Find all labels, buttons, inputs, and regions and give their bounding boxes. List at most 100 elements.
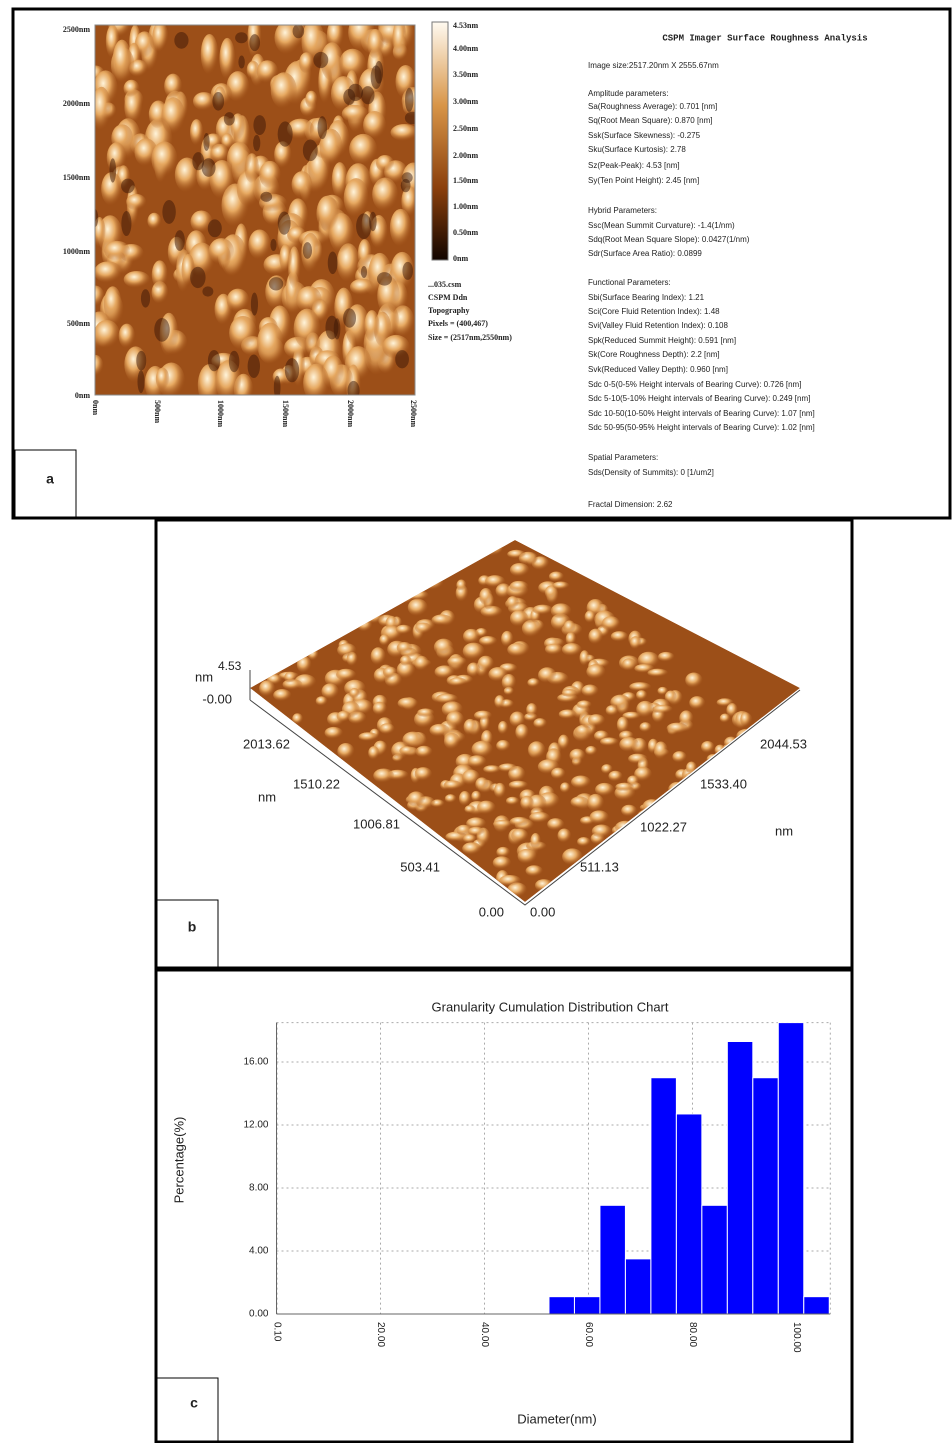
- grain: [588, 629, 603, 645]
- pit: [371, 65, 382, 89]
- grain: [577, 837, 590, 847]
- grain: [477, 801, 496, 815]
- pit: [248, 354, 260, 378]
- grain: [510, 563, 529, 577]
- grain: [571, 796, 589, 808]
- bar: [600, 1205, 625, 1314]
- grain: [380, 723, 395, 734]
- grain: [273, 689, 291, 701]
- grain: [408, 599, 428, 616]
- grain: [417, 708, 434, 717]
- grain: [193, 92, 215, 111]
- grain: [126, 194, 146, 210]
- grain: [510, 581, 529, 592]
- grain: [299, 52, 314, 73]
- surface-axis-label: 1022.27: [640, 819, 687, 834]
- grain: [526, 703, 537, 717]
- grain: [396, 625, 412, 635]
- pit: [190, 267, 205, 288]
- bar: [676, 1114, 701, 1314]
- grain: [364, 310, 379, 342]
- grain: [462, 842, 481, 855]
- grain: [156, 368, 170, 391]
- grain: [257, 323, 284, 365]
- pit: [401, 179, 411, 192]
- grain: [558, 828, 572, 842]
- grain: [259, 680, 275, 696]
- grain: [527, 678, 539, 687]
- colorbar-label: 4.53nm: [453, 21, 478, 30]
- grain: [474, 711, 492, 721]
- grain: [359, 732, 379, 741]
- analysis-line: Sdc 0-5(0-5% Height intervals of Bearing…: [588, 380, 801, 389]
- analysis-title: CSPM Imager Surface Roughness Analysis: [662, 33, 867, 43]
- pit: [303, 139, 318, 161]
- grain: [553, 581, 570, 589]
- grain: [628, 754, 647, 764]
- grain: [538, 667, 557, 683]
- x-tick-label: 0.10: [271, 1322, 282, 1342]
- grain: [592, 825, 612, 838]
- pit: [235, 32, 248, 43]
- surface-axis-label: 0.00: [479, 904, 504, 919]
- grain: [367, 29, 383, 59]
- grain: [498, 721, 508, 735]
- x-tick-label: 40.00: [479, 1322, 490, 1347]
- grain: [407, 791, 425, 806]
- pit: [202, 286, 213, 296]
- grain: [219, 38, 235, 80]
- y-axis-label: 2000nm: [63, 99, 90, 108]
- pit: [141, 289, 150, 307]
- pit: [377, 272, 392, 286]
- grain: [151, 141, 177, 177]
- pit: [162, 200, 175, 224]
- pit: [369, 212, 377, 232]
- grain: [271, 72, 297, 108]
- grain: [600, 737, 619, 746]
- grain: [229, 316, 257, 350]
- grain: [590, 810, 609, 824]
- grain: [284, 672, 296, 683]
- grain: [349, 134, 377, 165]
- grain: [400, 655, 412, 666]
- grain: [294, 309, 321, 349]
- grain: [506, 797, 519, 805]
- grain: [528, 741, 546, 759]
- grain: [488, 667, 508, 682]
- grain: [164, 74, 182, 99]
- x-axis-label: 2000nm: [346, 400, 355, 427]
- grain: [373, 768, 394, 782]
- bar: [727, 1042, 752, 1314]
- pit: [249, 34, 260, 51]
- grain: [615, 783, 634, 792]
- image-info: CSPM Ddn: [428, 293, 468, 302]
- grain: [456, 580, 466, 591]
- pit: [121, 179, 135, 194]
- grain: [119, 324, 135, 348]
- grain: [337, 643, 356, 657]
- pit: [343, 308, 356, 327]
- grain: [621, 805, 637, 817]
- pit: [192, 152, 204, 170]
- grain: [259, 161, 280, 188]
- grain: [398, 697, 418, 709]
- grain: [558, 735, 569, 750]
- pit: [269, 277, 283, 290]
- grain: [652, 705, 672, 714]
- grain: [478, 656, 494, 671]
- analysis-line: Ssk(Surface Skewness): -0.275: [588, 131, 701, 140]
- analysis-line: Sdr(Surface Area Ratio): 0.0899: [588, 249, 702, 258]
- grain: [446, 711, 464, 727]
- bar: [625, 1259, 650, 1314]
- analysis-line: Sz(Peak-Peak): 4.53 [nm]: [588, 161, 680, 170]
- analysis-line: Sci(Core Fluid Retention Index): 1.48: [588, 307, 720, 316]
- grain: [325, 727, 343, 739]
- figure: a b c CSPM Imager Surface Roughness Anal…: [0, 0, 952, 1443]
- analysis-line: Sa(Roughness Average): 0.701 [nm]: [588, 102, 717, 111]
- x-axis-label: 500nm: [153, 400, 162, 423]
- afm-image: [86, 12, 425, 407]
- y-axis-title: Percentage(%): [171, 1117, 186, 1204]
- grain: [464, 805, 475, 813]
- grain: [468, 755, 487, 767]
- pit: [175, 230, 185, 251]
